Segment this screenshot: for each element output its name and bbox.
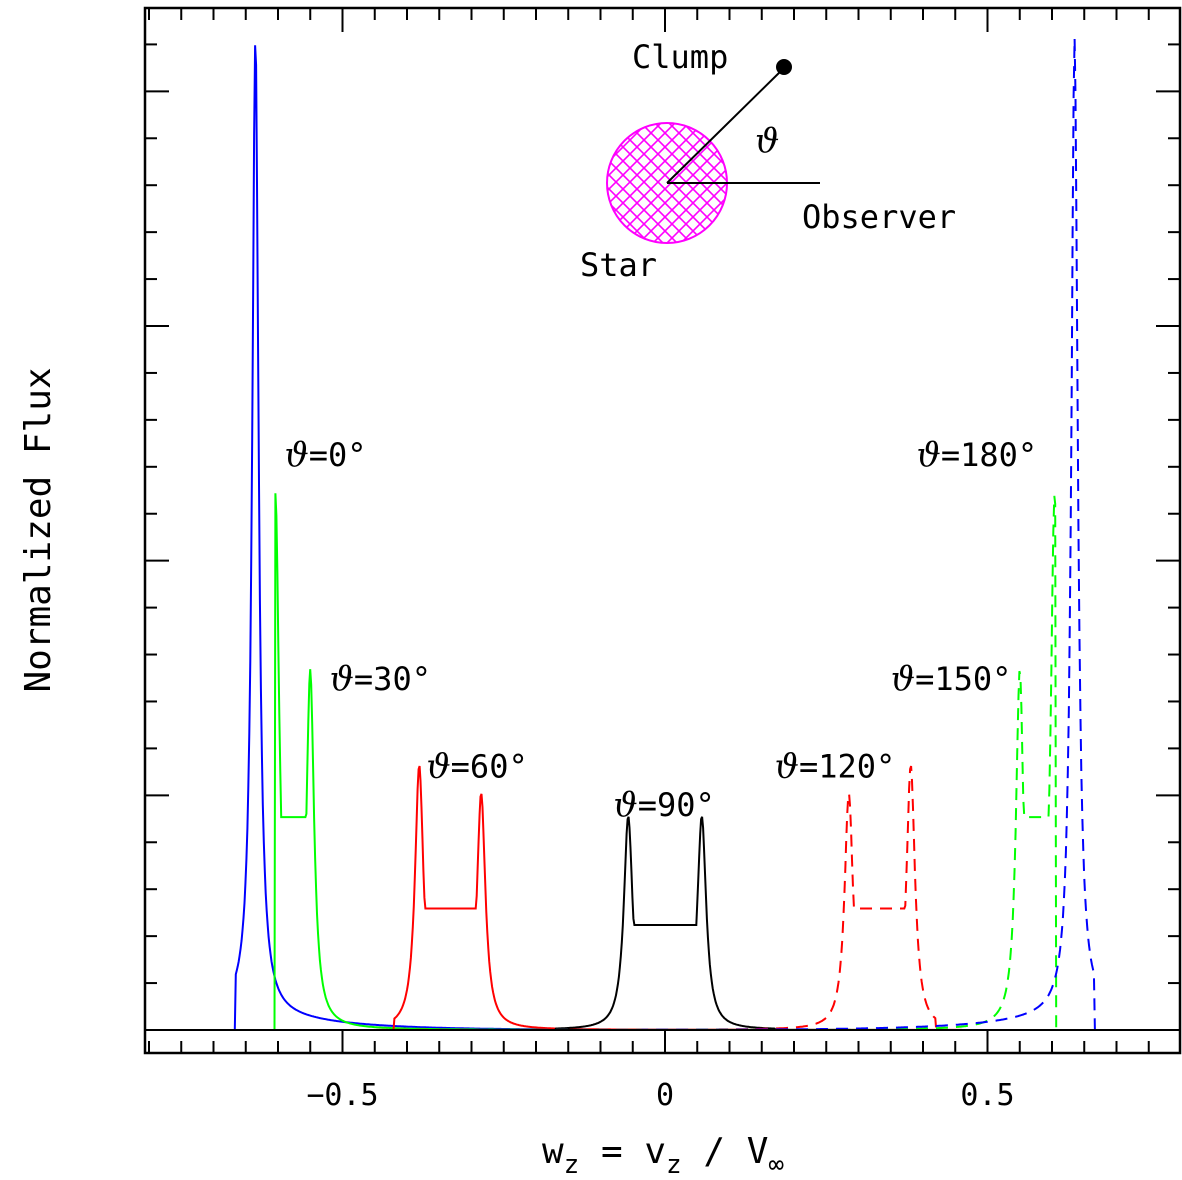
angle-annotation: ϑ=30° xyxy=(330,659,431,699)
clump-label: Clump xyxy=(632,38,728,76)
x-label-tail: / V xyxy=(682,1131,769,1172)
x-label-mid: = v xyxy=(579,1131,666,1172)
x-axis-label: wz = vz / V∞ xyxy=(542,1131,784,1180)
x-label-sub2: z xyxy=(666,1150,682,1180)
geometry-inset: Clump Star Observer ϑ xyxy=(580,38,956,284)
angle-annotation: ϑ=0° xyxy=(284,435,366,475)
y-axis-label: Normalized Flux xyxy=(18,367,59,692)
series-theta-150 xyxy=(145,495,1180,1031)
angle-annotation: ϑ=180° xyxy=(917,435,1038,475)
clump-dot xyxy=(776,59,792,75)
x-tick-label: 0 xyxy=(656,1078,674,1113)
angle-annotation: ϑ=90° xyxy=(613,785,714,825)
series-theta-90 xyxy=(145,816,1180,1031)
annotation-group: ϑ=0° ϑ=30° ϑ=60° ϑ=90° ϑ=120° ϑ=150° ϑ=180° xyxy=(284,435,1037,825)
star-label: Star xyxy=(580,246,657,284)
angle-label: ϑ xyxy=(755,121,779,161)
clump-line xyxy=(666,67,785,184)
x-label-sub1: z xyxy=(564,1150,580,1180)
plot-frame xyxy=(143,6,1182,1055)
angle-annotation: ϑ=60° xyxy=(426,746,527,786)
x-label-main: w xyxy=(542,1131,564,1172)
x-label-sub3: ∞ xyxy=(768,1150,784,1180)
angle-annotation: ϑ=150° xyxy=(891,659,1012,699)
series-theta-30 xyxy=(145,493,1180,1031)
x-tick-label: 0.5 xyxy=(960,1078,1014,1113)
angle-annotation: ϑ=120° xyxy=(775,746,896,786)
tick-group: −0.5 0 0.5 xyxy=(145,8,1180,1113)
observer-label: Observer xyxy=(802,198,956,236)
x-tick-label: −0.5 xyxy=(306,1078,378,1113)
